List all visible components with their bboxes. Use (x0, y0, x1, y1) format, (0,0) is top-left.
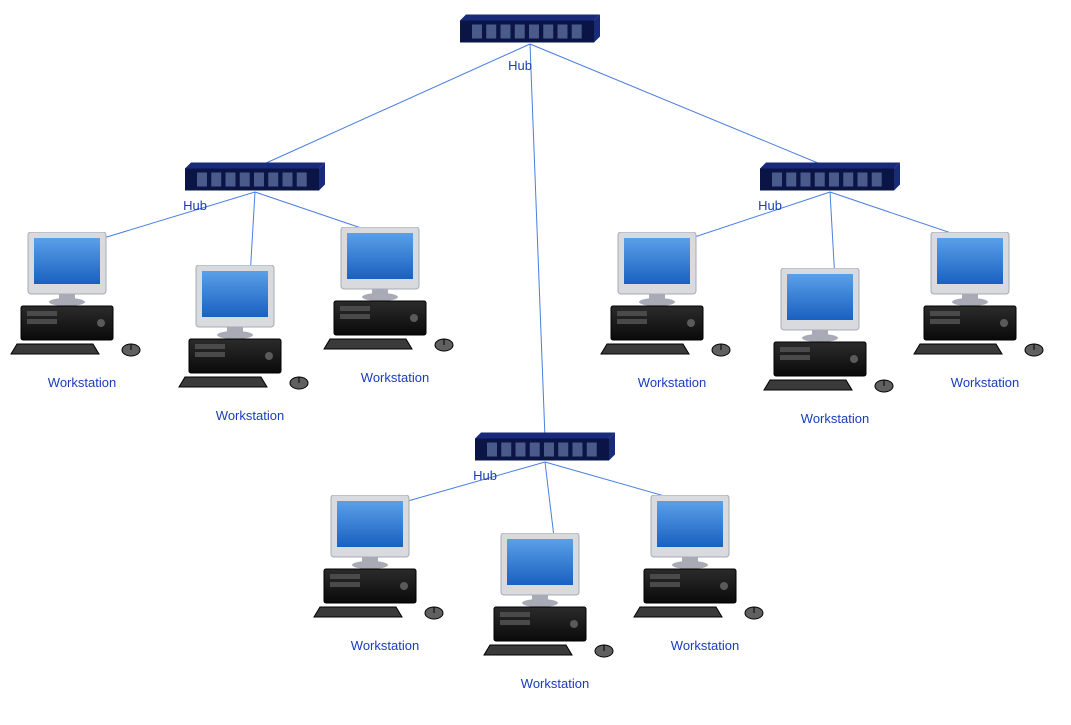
workstation-label: Workstation (638, 375, 706, 390)
hub-label: Hub (508, 58, 532, 73)
edge (530, 44, 545, 438)
workstation-icon (175, 265, 325, 395)
workstation-icon (760, 268, 910, 398)
workstation-label: Workstation (671, 638, 739, 653)
hub-label: Hub (758, 198, 782, 213)
hub-label: Hub (183, 198, 207, 213)
workstation-label: Workstation (801, 411, 869, 426)
workstation-label: Workstation (48, 375, 116, 390)
workstation-label: Workstation (216, 408, 284, 423)
workstation-label: Workstation (521, 676, 589, 691)
workstation-icon (7, 232, 157, 362)
workstation-label: Workstation (361, 370, 429, 385)
workstation-icon (480, 533, 630, 663)
hub-icon (185, 163, 325, 198)
network-diagram: Hub Hub Hub Hub Workstation Workstation Workst… (0, 0, 1071, 725)
hub-icon (760, 163, 900, 198)
workstation-icon (630, 495, 780, 625)
hub-icon (460, 15, 600, 50)
workstation-icon (320, 227, 470, 357)
workstation-label: Workstation (351, 638, 419, 653)
hub-label: Hub (473, 468, 497, 483)
edge (530, 44, 830, 168)
workstation-icon (310, 495, 460, 625)
workstation-icon (597, 232, 747, 362)
workstation-label: Workstation (951, 375, 1019, 390)
workstation-icon (910, 232, 1060, 362)
hub-icon (475, 433, 615, 468)
edge (255, 44, 530, 168)
